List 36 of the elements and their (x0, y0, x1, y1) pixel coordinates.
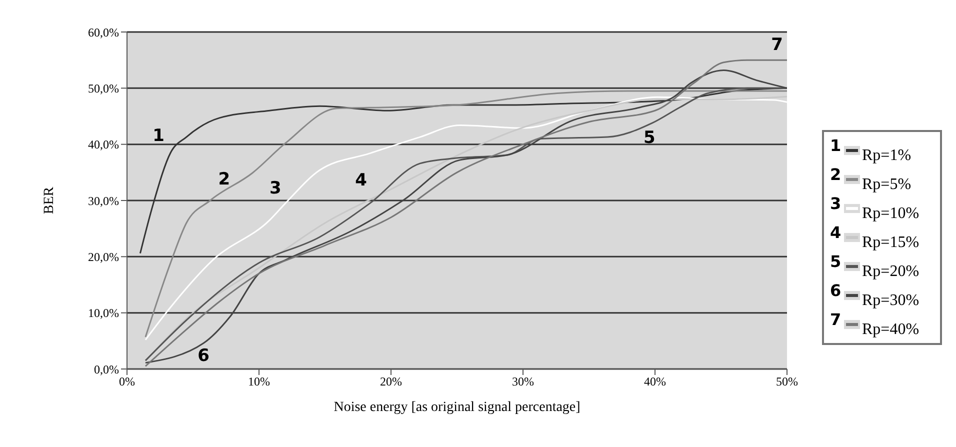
text: 3 (830, 194, 842, 213)
legend-label: Rp=20% (862, 263, 920, 281)
legend-label: Rp=1% (862, 147, 912, 165)
x-tick-label: 50% (776, 374, 798, 389)
y-tick-label: 10,0% (88, 306, 119, 320)
annotation: 4 (355, 170, 368, 190)
annotation: 7 (771, 35, 783, 56)
x-tick-label: 0% (119, 374, 135, 389)
text: 6 (830, 281, 842, 300)
legend-label: Rp=10% (862, 205, 920, 223)
text: 5 (830, 252, 842, 271)
y-tick-label: 30,0% (88, 194, 119, 208)
x-tick-label: 40% (644, 374, 666, 389)
legend-label: Rp=40% (862, 321, 920, 339)
annotation: 2 (218, 170, 230, 190)
y-tick-label: 20,0% (88, 250, 119, 264)
text: 4 (830, 223, 842, 242)
annotation: 6 (198, 346, 210, 366)
y-tick-label: 50,0% (88, 81, 119, 96)
y-tick-label: 40,0% (88, 138, 119, 152)
annotation: 1 (152, 126, 164, 146)
annotation: 3 (269, 178, 282, 198)
y-axis-title: BER (42, 186, 57, 214)
legend-label: Rp=5% (862, 176, 912, 194)
x-tick-label: 20% (380, 374, 402, 389)
x-tick-label: 30% (512, 374, 534, 389)
y-tick-label: 0,0% (94, 362, 119, 376)
text: 7 (830, 310, 842, 329)
legend-label: Rp=15% (862, 234, 920, 252)
annotation: 5 (643, 128, 656, 148)
legend-label: Rp=30% (862, 292, 920, 310)
x-tick-label: 10% (248, 374, 270, 389)
y-tick-label: 60,0% (88, 25, 119, 40)
text: 1 (830, 136, 842, 155)
text: 2 (830, 165, 842, 184)
x-axis-title: Noise energy [as original signal percentage] (334, 400, 580, 415)
